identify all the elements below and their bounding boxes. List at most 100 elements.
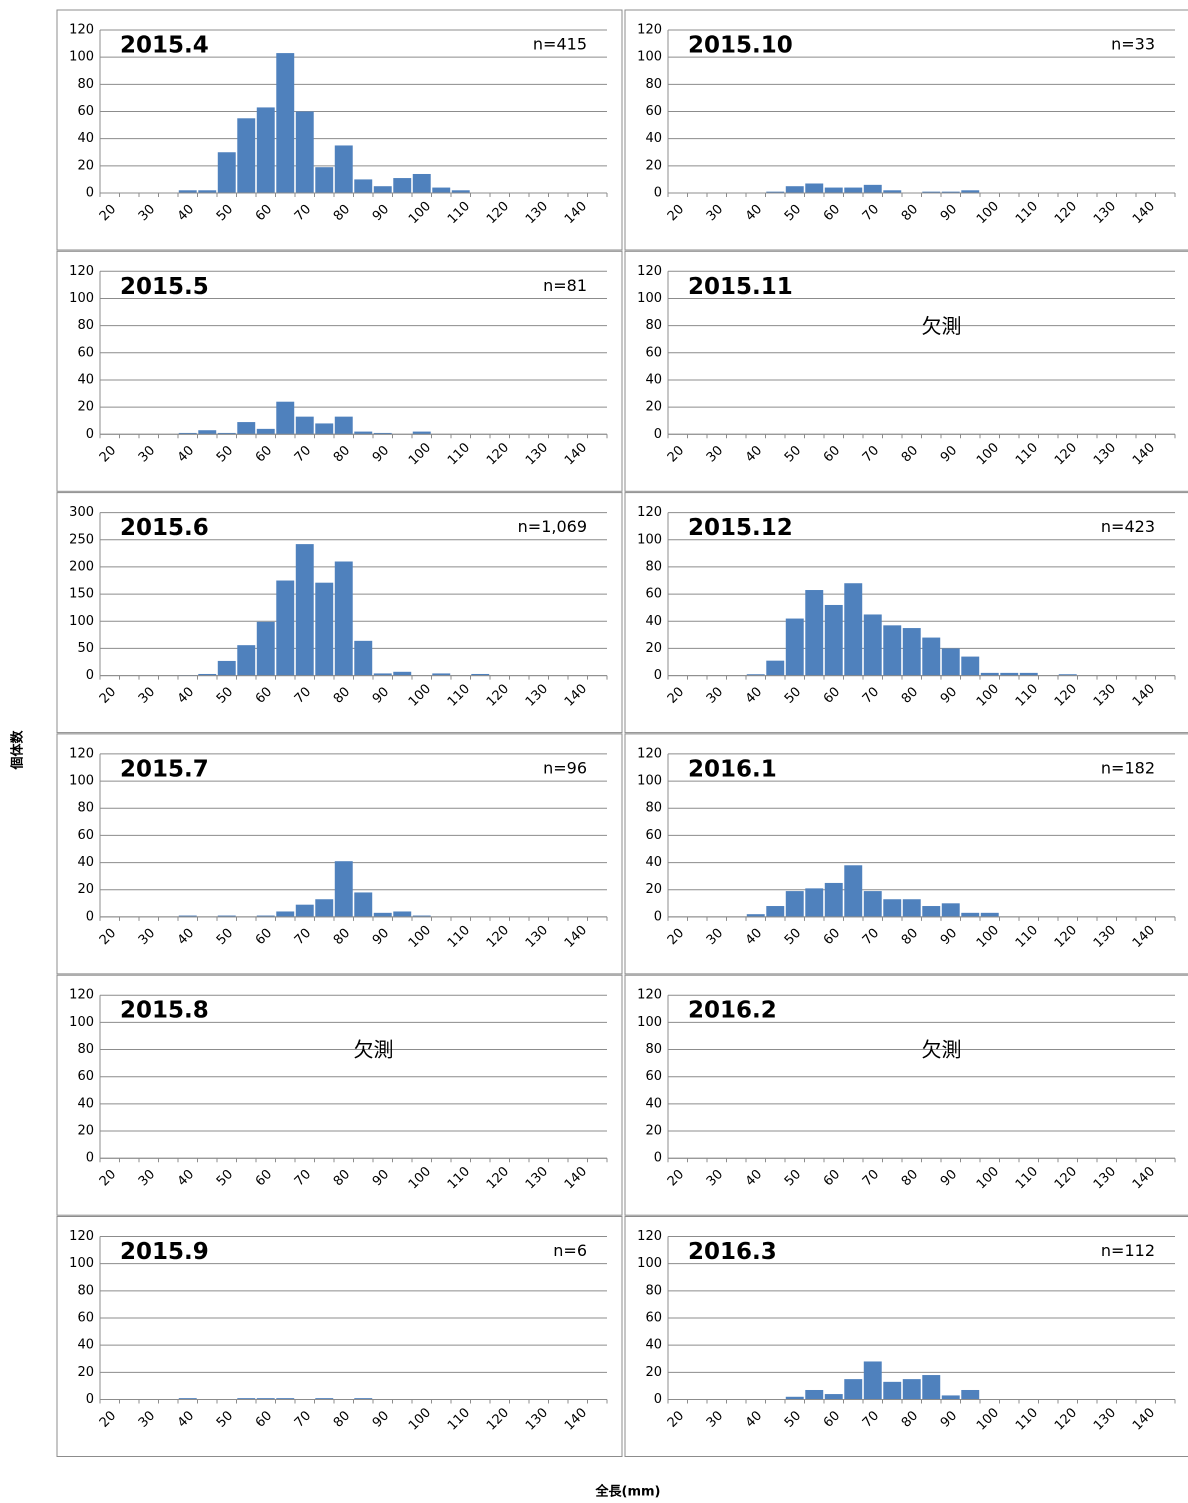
bar (412, 915, 431, 917)
y-axis-label: 個体数 (10, 730, 26, 771)
sample-size: n=112 (1101, 1241, 1155, 1260)
y-tick-label: 80 (77, 318, 94, 333)
x-tick-label: 40 (175, 1167, 197, 1189)
x-tick-label: 70 (292, 684, 314, 706)
bar (334, 861, 353, 917)
y-tick-label: 0 (654, 909, 662, 924)
x-tick-label: 110 (445, 440, 473, 468)
y-tick-label: 60 (645, 1311, 662, 1326)
y-tick-label: 0 (86, 1151, 94, 1166)
missing-note: 欠測 (354, 1038, 394, 1062)
y-tick-label: 120 (69, 746, 94, 761)
y-tick-label: 20 (645, 158, 662, 173)
x-tick-label: 30 (704, 1167, 726, 1189)
bar (295, 544, 314, 676)
bar (237, 1398, 256, 1400)
bar (354, 179, 373, 193)
chart-title: 2016.1 (688, 756, 777, 782)
y-tick-label: 60 (645, 587, 662, 602)
panel-border (56, 9, 623, 251)
bar (961, 190, 980, 193)
y-tick-label: 100 (69, 50, 94, 65)
x-tick-label: 40 (743, 1408, 765, 1430)
bar (256, 107, 275, 193)
bar (766, 660, 785, 676)
missing-note: 欠測 (922, 314, 962, 338)
y-tick-label: 100 (69, 1256, 94, 1271)
bar (941, 648, 960, 676)
x-tick-label: 80 (331, 202, 353, 224)
bar (451, 190, 470, 193)
x-tick-label: 120 (484, 1405, 512, 1433)
x-tick-label: 90 (370, 1167, 392, 1189)
x-tick-label: 120 (484, 682, 512, 710)
bar (315, 167, 334, 193)
bar (766, 191, 785, 193)
y-tick-label: 20 (77, 1365, 94, 1380)
y-tick-label: 100 (69, 291, 94, 306)
bar (256, 1398, 275, 1400)
y-tick-label: 80 (77, 1283, 94, 1298)
y-tick-label: 40 (77, 1338, 94, 1353)
bar (941, 903, 960, 917)
bar (863, 891, 882, 917)
y-tick-label: 0 (86, 186, 94, 201)
bar (354, 640, 373, 676)
bar (824, 604, 843, 676)
y-tick-label: 0 (86, 668, 94, 683)
x-tick-label: 50 (782, 1167, 804, 1189)
x-tick-label: 50 (214, 684, 236, 706)
bar (256, 428, 275, 435)
panel-border (56, 250, 623, 492)
chart-title: 2015.7 (120, 756, 209, 782)
y-tick-label: 60 (77, 345, 94, 360)
x-tick-label: 20 (97, 1408, 119, 1430)
bar (178, 190, 197, 193)
sample-size: n=96 (543, 758, 587, 777)
chart-title: 2015.5 (120, 274, 209, 300)
x-tick-label: 60 (821, 1408, 843, 1430)
panel-border (56, 1216, 623, 1457)
x-tick-label: 20 (97, 684, 119, 706)
panel-border (56, 733, 623, 975)
chart-title: 2015.12 (688, 515, 793, 541)
bar (334, 561, 353, 676)
x-tick-label: 140 (562, 1405, 590, 1433)
chart-title: 2015.11 (688, 274, 793, 300)
y-tick-label: 80 (77, 1042, 94, 1057)
x-tick-label: 70 (292, 202, 314, 224)
bar (883, 899, 902, 917)
x-tick-label: 60 (821, 202, 843, 224)
x-tick-label: 80 (899, 443, 921, 465)
bar (980, 672, 999, 676)
bar (902, 899, 921, 917)
bar (178, 915, 197, 917)
y-tick-label: 120 (69, 1229, 94, 1244)
y-tick-label: 100 (69, 614, 94, 629)
bar (237, 645, 256, 676)
y-tick-label: 40 (645, 855, 662, 870)
x-tick-label: 80 (899, 684, 921, 706)
x-tick-label: 30 (136, 926, 158, 948)
y-tick-label: 60 (77, 1311, 94, 1326)
x-tick-label: 50 (214, 202, 236, 224)
y-tick-label: 250 (69, 532, 94, 547)
x-tick-label: 120 (484, 199, 512, 227)
chart-title: 2015.6 (120, 515, 209, 541)
x-tick-label: 90 (938, 1167, 960, 1189)
panel-border (624, 733, 1188, 975)
x-tick-label: 30 (704, 1408, 726, 1430)
x-tick-label: 30 (704, 202, 726, 224)
panel-border (624, 1216, 1188, 1457)
bar (276, 53, 295, 193)
y-tick-label: 20 (77, 400, 94, 415)
x-tick-label: 20 (665, 1408, 687, 1430)
x-tick-label: 50 (214, 1167, 236, 1189)
missing-note: 欠測 (922, 1038, 962, 1062)
bar (393, 911, 412, 917)
bar (941, 1395, 960, 1400)
bar (922, 637, 941, 676)
x-tick-label: 60 (821, 443, 843, 465)
chart-title: 2015.4 (120, 33, 209, 59)
y-tick-label: 100 (637, 291, 662, 306)
